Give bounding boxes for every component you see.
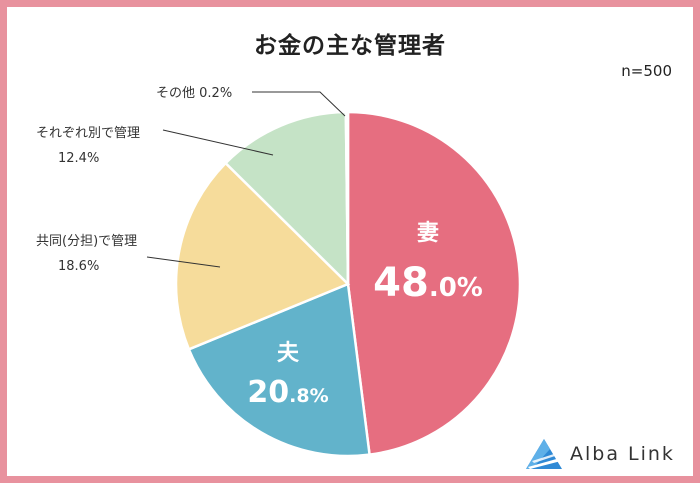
brand-name: Alba Link [570, 443, 675, 465]
slice-label-shared: 共同(分担)で管理 [36, 234, 137, 249]
slice-value-shared: 18.6% [58, 259, 99, 274]
slice-label-husband: 夫 [277, 341, 300, 366]
alba-link-logo: Alba Link [524, 434, 675, 474]
leader-line-separate [162, 129, 274, 156]
alba-link-logo-icon [526, 439, 562, 469]
pie-slice-wife [346, 110, 522, 457]
slice-value-husband: 20.8% [247, 375, 328, 410]
leader-line-other [252, 91, 346, 117]
slice-value-other: 0.2% [199, 86, 232, 101]
slice-label-separate: それぞれ別で管理 [36, 126, 140, 141]
pie-slice-separate [223, 110, 350, 288]
pie-slice-shared [174, 161, 351, 351]
slice-label-wife: 妻 [417, 220, 439, 246]
pie-slice-husband [187, 282, 371, 458]
sample-size: n=500 [621, 62, 672, 80]
chart-title: お金の主な管理者 [254, 33, 446, 59]
leader-line-shared [146, 256, 221, 268]
slice-label-other: その他 0.2% [156, 86, 232, 101]
slice-value-separate: 12.4% [58, 151, 99, 166]
pie-slice-other [344, 110, 350, 285]
slice-value-wife: 48.0% [373, 260, 483, 306]
